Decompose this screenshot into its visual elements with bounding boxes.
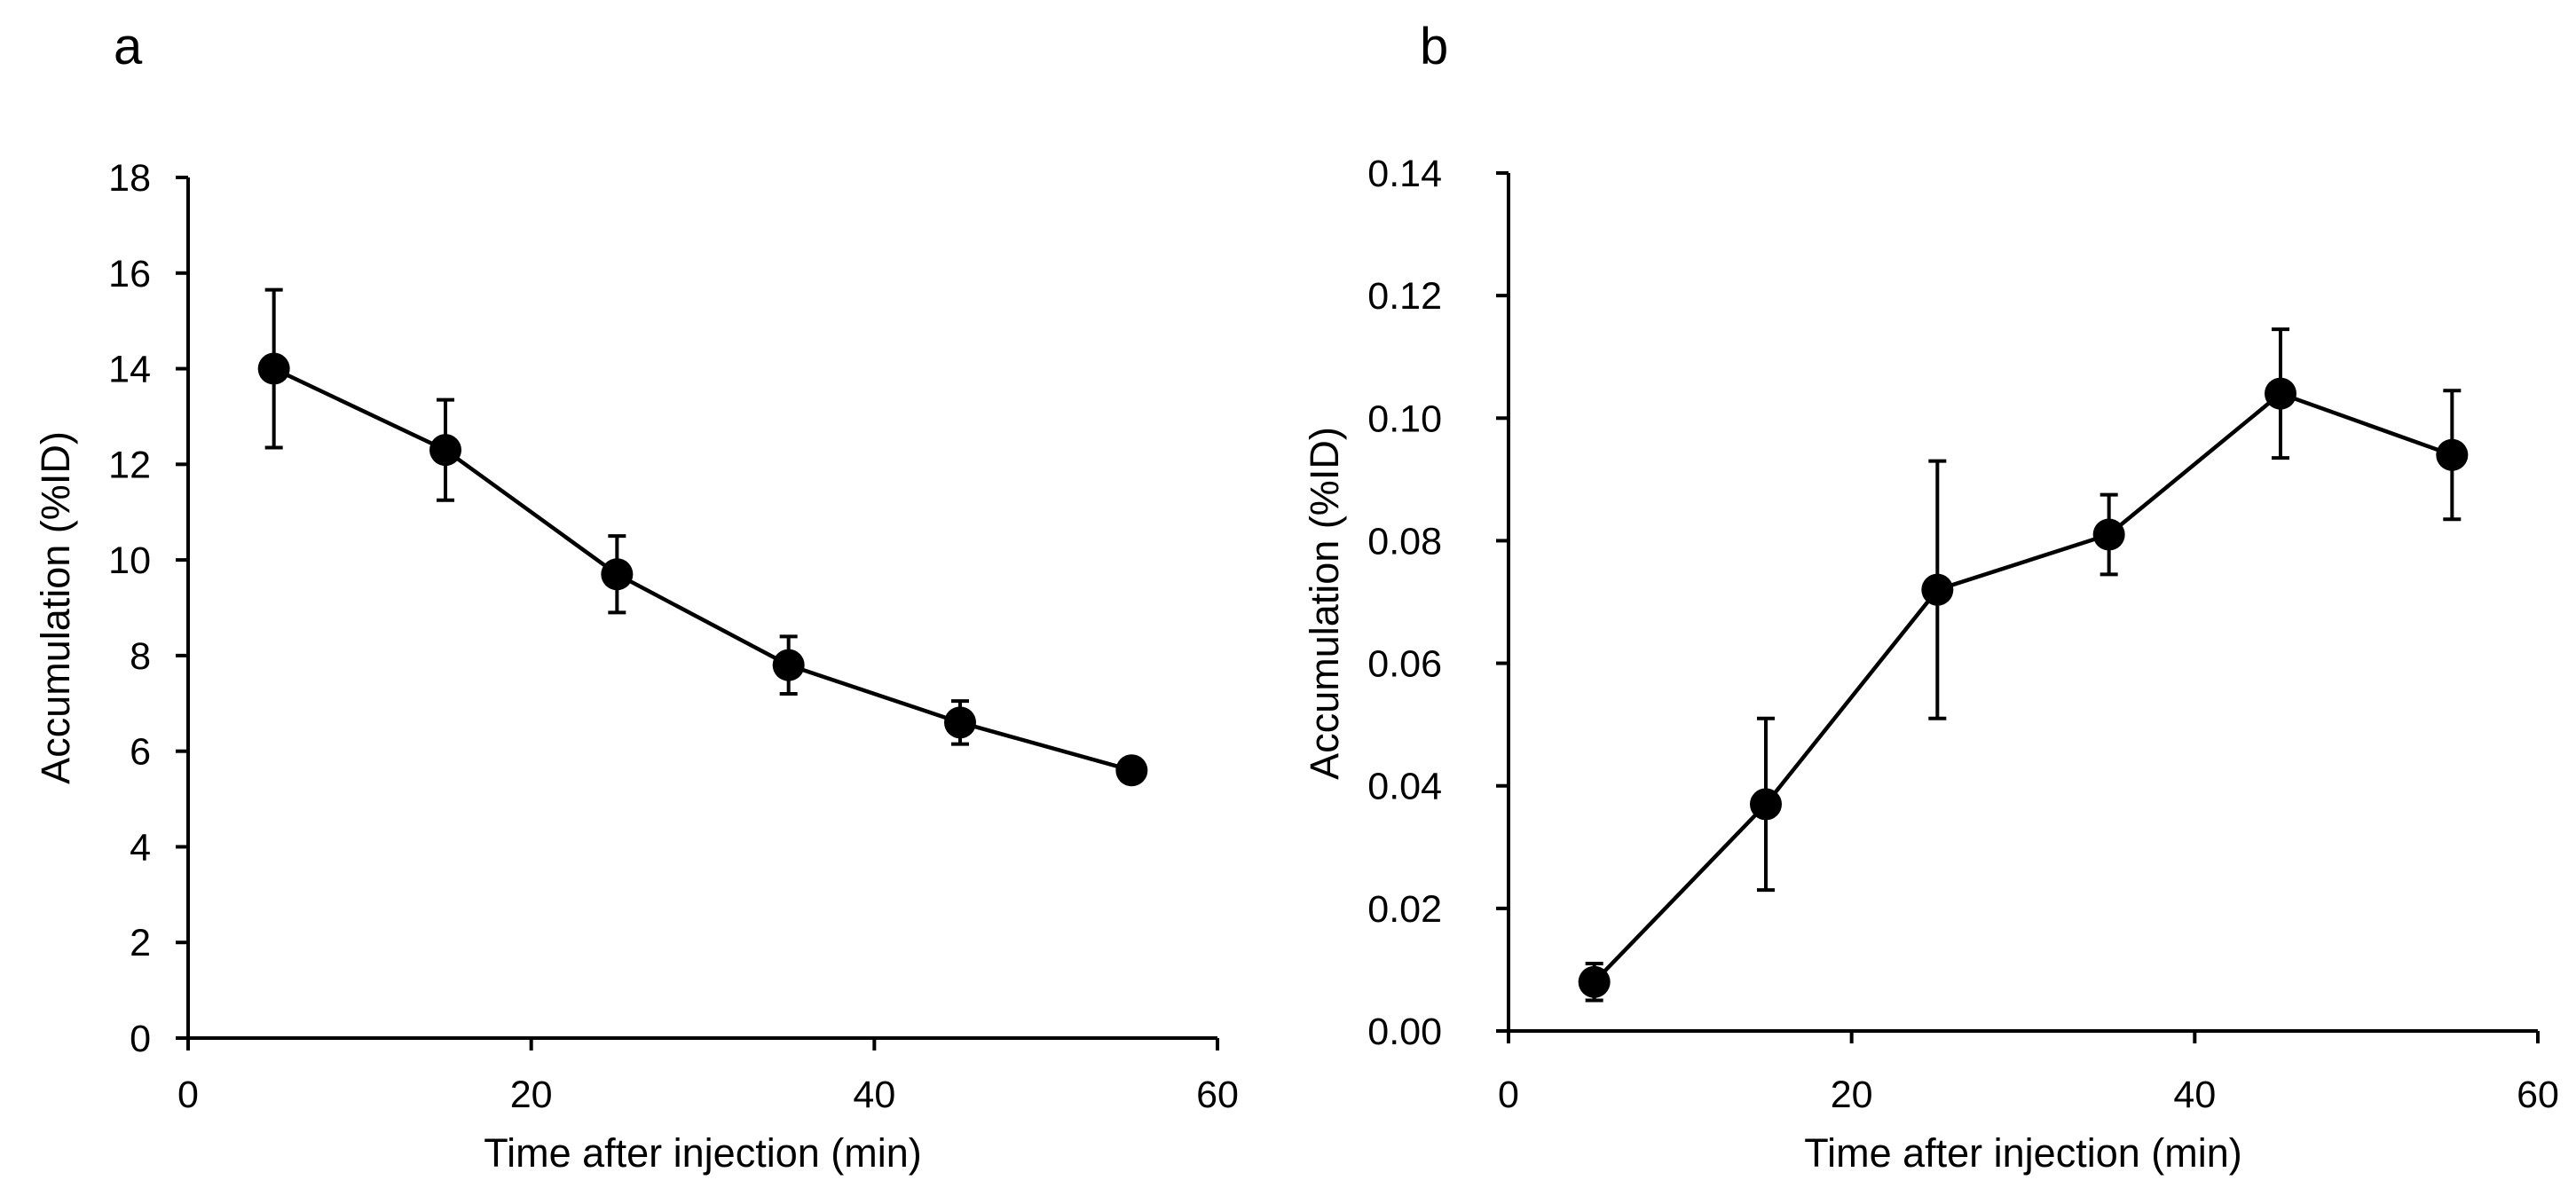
x-tick-label: 0	[1498, 1074, 1519, 1116]
y-tick-label: 0	[130, 1018, 151, 1060]
y-tick-label: 2	[130, 922, 151, 964]
y-tick-label: 0.04	[1367, 766, 1442, 808]
x-axis-title: Time after injection (min)	[1804, 1130, 2241, 1176]
x-tick-label: 40	[853, 1074, 895, 1116]
data-point	[1750, 788, 1782, 821]
y-tick-label: 0.12	[1367, 275, 1442, 318]
y-tick-label: 0.00	[1367, 1011, 1442, 1053]
y-tick-label: 8	[130, 635, 151, 678]
x-tick-label: 60	[1196, 1074, 1239, 1116]
data-point	[2436, 438, 2469, 471]
data-point	[1578, 965, 1611, 998]
y-tick-label: 12	[108, 444, 151, 486]
data-point	[772, 649, 805, 681]
y-tick-label: 16	[108, 253, 151, 295]
data-point	[1921, 573, 1954, 606]
y-tick-label: 18	[108, 157, 151, 200]
data-point	[944, 706, 976, 739]
y-tick-label: 0.02	[1367, 888, 1442, 931]
data-point	[429, 434, 461, 467]
data-point	[601, 558, 634, 591]
y-tick-label: 0.06	[1367, 643, 1442, 686]
data-point	[257, 352, 290, 385]
y-tick-label: 0.10	[1367, 397, 1442, 440]
y-tick-label: 4	[130, 826, 151, 869]
x-axis-title: Time after injection (min)	[484, 1130, 921, 1176]
y-tick-label: 6	[130, 731, 151, 774]
series-line	[1593, 391, 2454, 984]
y-axis-title: Accumulation (%ID)	[1302, 427, 1347, 780]
data-point	[2092, 518, 2125, 551]
panel-label: a	[114, 18, 143, 75]
x-tick-label: 20	[1831, 1074, 1873, 1116]
panel-label: b	[1420, 18, 1448, 75]
data-point	[2265, 377, 2296, 410]
x-tick-label: 60	[2517, 1074, 2559, 1116]
y-tick-label: 0.08	[1367, 520, 1442, 563]
y-tick-label: 0.14	[1367, 153, 1442, 195]
series-line	[272, 366, 1132, 773]
panel-a: a 0 2 4 6 8 10 12 14 16 18 0 20 40 60 Time after inject…	[33, 18, 1239, 1176]
y-tick-label: 10	[108, 539, 151, 582]
panel-b: b 0.00 0.02 0.04 0.06 0.08 0.10 0.12 0.14 0 20 40 60…	[1302, 18, 2559, 1176]
y-axis-title: Accumulation (%ID)	[33, 431, 78, 784]
x-tick-label: 40	[2173, 1074, 2216, 1116]
x-tick-label: 20	[510, 1074, 553, 1116]
y-tick-label: 14	[108, 349, 151, 391]
x-tick-label: 0	[177, 1074, 199, 1116]
data-point	[1115, 754, 1148, 787]
